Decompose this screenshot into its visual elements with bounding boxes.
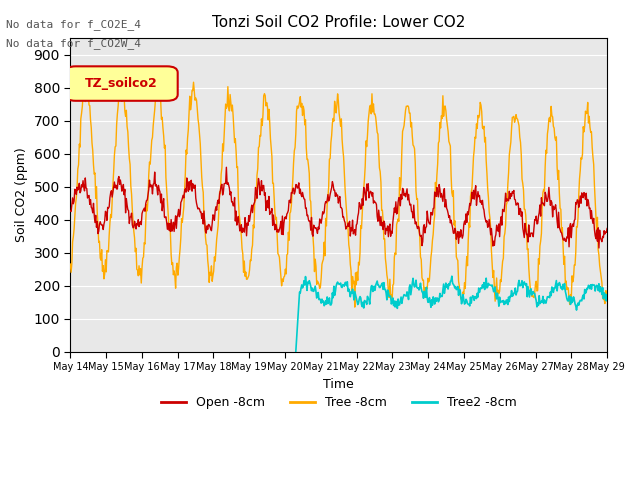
FancyBboxPatch shape [65,66,178,101]
Text: No data for f_CO2W_4: No data for f_CO2W_4 [6,38,141,49]
X-axis label: Time: Time [323,377,354,391]
Title: Tonzi Soil CO2 Profile: Lower CO2: Tonzi Soil CO2 Profile: Lower CO2 [212,15,465,30]
Text: TZ_soilco2: TZ_soilco2 [85,77,157,90]
Y-axis label: Soil CO2 (ppm): Soil CO2 (ppm) [15,147,28,242]
Text: No data for f_CO2E_4: No data for f_CO2E_4 [6,19,141,30]
Legend: Open -8cm, Tree -8cm, Tree2 -8cm: Open -8cm, Tree -8cm, Tree2 -8cm [156,391,522,414]
